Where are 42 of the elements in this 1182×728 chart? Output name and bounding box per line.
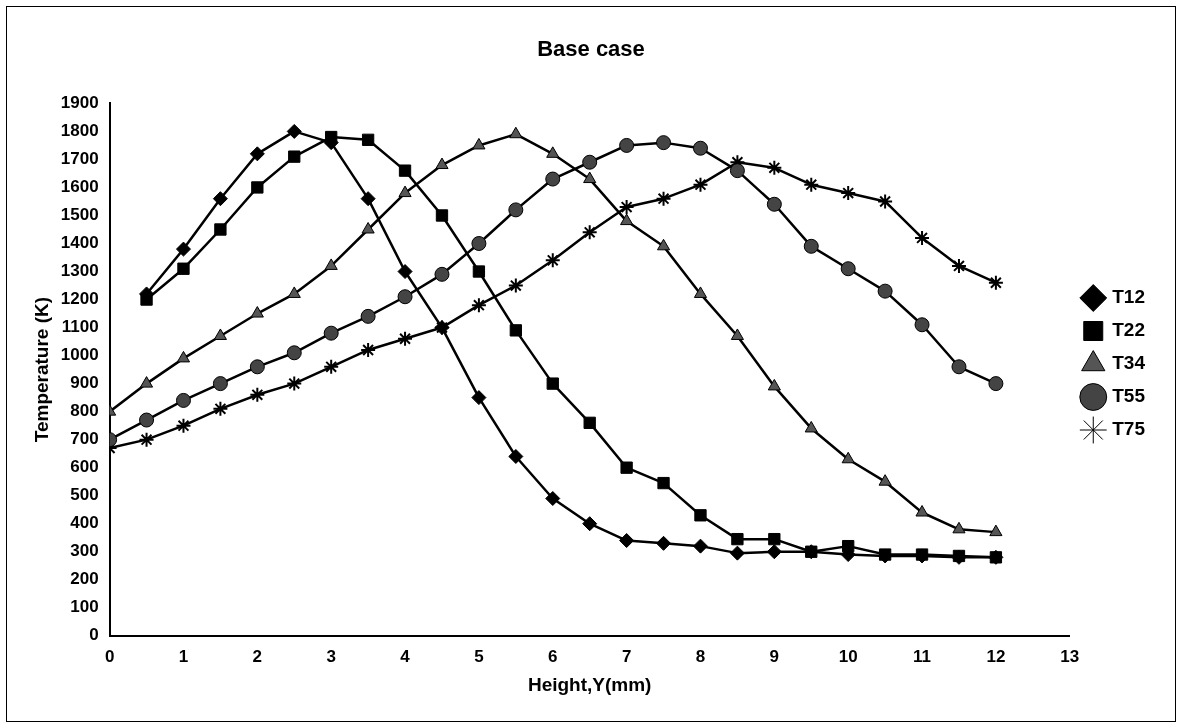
x-tick-label: 9 [769,646,780,666]
y-tick-label: 500 [70,485,99,505]
x-tick-label: 1 [178,646,189,666]
y-tick-label: 200 [70,569,99,589]
x-tick-label: 5 [474,646,484,666]
x-tick-label: 4 [400,646,411,666]
x-tick-label: 12 [986,646,1006,666]
x-tick-label: 2 [252,646,263,666]
chart-title: Base case [537,36,645,62]
y-tick-label: 1900 [60,93,99,113]
x-tick-label: 8 [695,646,706,666]
legend-label: T22 [1112,319,1146,341]
y-tick-label: 1100 [61,317,99,337]
y-tick-label: 1500 [60,205,99,225]
x-tick-label: 7 [621,646,632,666]
y-tick-label: 0 [89,625,99,645]
y-tick-label: 900 [70,373,99,393]
x-tick-label: 6 [548,646,558,666]
y-tick-label: 1200 [60,289,99,309]
y-tick-label: 1300 [60,261,99,281]
y-tick-label: 1600 [60,177,99,197]
y-tick-label: 1400 [60,233,99,253]
y-tick-label: 100 [70,597,99,617]
x-tick-label: 10 [838,646,858,666]
y-tick-label: 400 [70,513,99,533]
y-axis-title: Temperature (K) [30,296,52,443]
y-tick-label: 1700 [60,149,99,169]
legend-label: T55 [1112,385,1146,407]
x-tick-label: 3 [326,646,336,666]
y-tick-label: 600 [70,457,99,477]
legend-label: T75 [1112,418,1146,440]
legend-label: T12 [1112,286,1146,308]
y-tick-label: 300 [70,541,99,561]
legend-label: T34 [1112,352,1146,374]
y-tick-label: 1800 [60,121,99,141]
x-tick-label: 13 [1060,646,1080,666]
x-axis-title: Height,Y(mm) [527,673,652,695]
y-tick-label: 1000 [60,345,99,365]
x-tick-label: 0 [104,646,115,666]
y-tick-label: 700 [70,429,99,449]
x-tick-label: 11 [913,646,932,666]
y-tick-label: 800 [70,401,99,421]
